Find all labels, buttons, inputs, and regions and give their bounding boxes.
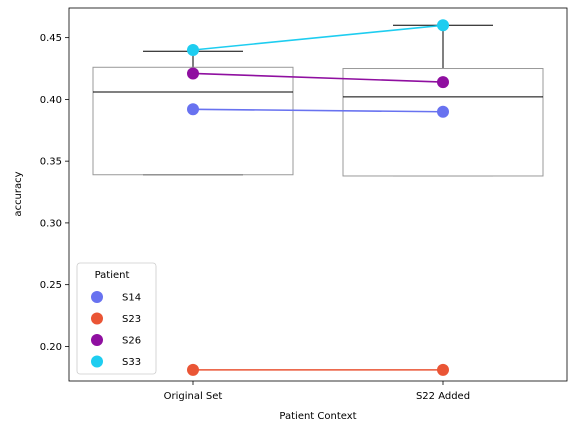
legend-item-s14: S14 (91, 291, 141, 304)
legend-marker-s14 (91, 291, 103, 303)
point-s23-1 (187, 363, 199, 376)
y-tick-label-2: 0.25 (40, 280, 62, 291)
box-iqr (342, 68, 544, 177)
point-s23-2 (437, 363, 449, 376)
series-line-s14 (192, 108, 444, 113)
legend-frame (76, 262, 157, 375)
legend-label-s33: S33 (122, 357, 141, 368)
point-s14-1 (187, 103, 199, 116)
box-1 (92, 50, 294, 176)
legend-marker-s26 (91, 334, 103, 346)
x-tick-label-1: Original Set (164, 391, 223, 402)
y-tick-label-1: 0.20 (40, 342, 62, 353)
legend-item-s33: S33 (91, 355, 141, 368)
legend-marker-s23 (91, 312, 103, 325)
y-axis-label: accuracy (13, 171, 24, 216)
series-layer (187, 19, 449, 376)
x-axis-label: Patient Context (279, 411, 356, 422)
boxes-layer (92, 24, 544, 177)
x-axis: Original Set S22 Added (164, 381, 470, 402)
y-tick-label-4: 0.35 (40, 157, 62, 168)
legend: Patient S14 S23 S26 S33 (76, 262, 157, 375)
x-tick-label-2: S22 Added (416, 391, 470, 402)
box-iqr (92, 66, 294, 176)
series-line-s26 (192, 72, 444, 83)
point-s26-2 (437, 76, 449, 89)
legend-entries: S14 S23 S26 S33 (91, 291, 141, 368)
legend-item-s23: S23 (91, 312, 141, 325)
legend-item-s26: S26 (91, 334, 141, 347)
point-s33-1 (187, 43, 199, 56)
point-s14-2 (437, 105, 449, 118)
series-s26 (187, 67, 449, 89)
series-line-s33 (192, 24, 444, 51)
point-s33-2 (437, 19, 449, 32)
legend-marker-s33 (91, 355, 103, 368)
y-axis: 0.20 0.25 0.30 0.35 0.40 0.45 (40, 33, 69, 353)
legend-label-s14: S14 (122, 293, 141, 304)
series-s14 (187, 103, 449, 118)
series-s33 (187, 19, 449, 56)
point-s26-1 (187, 67, 199, 80)
y-tick-label-6: 0.45 (40, 33, 62, 44)
box-2 (342, 24, 544, 177)
legend-label-s26: S26 (122, 336, 141, 347)
y-tick-label-5: 0.40 (40, 95, 62, 106)
series-s23 (187, 363, 449, 376)
legend-title: Patient (95, 270, 130, 281)
legend-label-s23: S23 (122, 314, 141, 325)
plot-frame (68, 7, 568, 382)
y-tick-label-3: 0.30 (40, 218, 62, 229)
